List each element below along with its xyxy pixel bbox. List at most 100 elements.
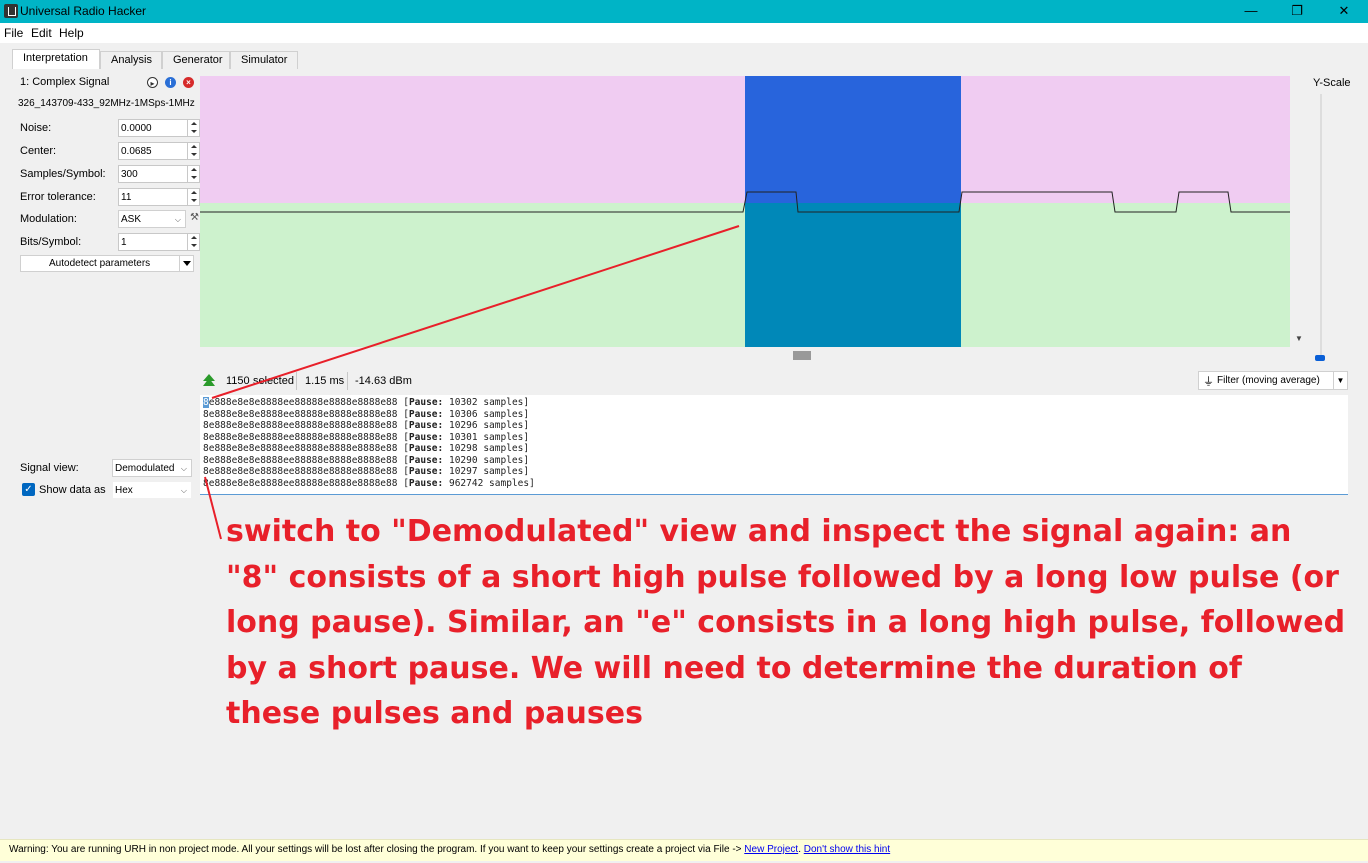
noise-label: Noise: bbox=[20, 122, 52, 134]
tab-generator[interactable]: Generator bbox=[162, 51, 230, 69]
window-title: Universal Radio Hacker bbox=[20, 4, 147, 18]
selection-status-bar: 1150 selected 1.15 ms -14.63 dBm ⏚ Filte… bbox=[200, 370, 1348, 392]
show-data-checkbox[interactable]: ✓ bbox=[22, 483, 35, 496]
noise-stepper[interactable] bbox=[187, 120, 199, 136]
signal-view-row: Signal view: Demodulated ⌵ bbox=[20, 459, 198, 477]
filter-icon: ⏚ bbox=[1203, 376, 1214, 388]
hex-line[interactable]: 8e888e8e8e8888ee88888e8888e8888e88 [Paus… bbox=[203, 431, 530, 443]
modulation-select[interactable]: ASK ⌵ bbox=[118, 210, 186, 228]
modulation-value: ASK bbox=[121, 214, 142, 225]
y-scale-slider-handle[interactable] bbox=[1315, 355, 1325, 361]
hex-line[interactable]: 8e888e8e8e8888ee88888e8888e8888e88 [Paus… bbox=[203, 477, 535, 489]
pause-samples-value: 10296 bbox=[448, 420, 478, 431]
filter-dropdown-icon[interactable]: ▼ bbox=[1333, 372, 1347, 389]
menu-edit[interactable]: Edit bbox=[31, 26, 52, 40]
noise-value: 0.0000 bbox=[121, 123, 152, 134]
info-icon[interactable]: i bbox=[165, 77, 176, 88]
bits-per-symbol-spinbox[interactable]: 1 bbox=[118, 233, 200, 251]
error-tolerance-value: 11 bbox=[121, 192, 132, 203]
y-scale-slider-track[interactable] bbox=[1320, 94, 1322, 358]
text-cursor: 8 bbox=[203, 397, 209, 408]
new-project-link[interactable]: New Project bbox=[744, 844, 799, 855]
chevron-down-icon: ⌵ bbox=[180, 486, 187, 495]
pause-samples-value: 10298 bbox=[448, 443, 478, 454]
hex-line[interactable]: 8e888e8e8e8888ee88888e8888e8888e88 [Paus… bbox=[203, 466, 530, 477]
pause-samples-value: 10306 bbox=[448, 408, 478, 420]
samples-per-symbol-row: Samples/Symbol: 300 bbox=[20, 165, 200, 183]
show-data-as-select[interactable]: Hex ⌵ bbox=[112, 481, 192, 499]
menu-file[interactable]: File bbox=[4, 26, 24, 40]
samples-label: samples bbox=[489, 477, 530, 489]
menu-bar: File Edit Help bbox=[0, 23, 1368, 43]
tree-icon bbox=[202, 373, 216, 387]
demodulated-waveform bbox=[200, 191, 1290, 213]
tab-simulator[interactable]: Simulator bbox=[230, 51, 298, 69]
hex-data: 8e888e8e8e8888ee88888e8888e8888e88 bbox=[203, 466, 398, 477]
wrench-icon[interactable]: ⚒ bbox=[190, 212, 199, 223]
bits-per-symbol-stepper[interactable] bbox=[187, 234, 199, 250]
hex-data: 8e888e8e8e8888ee88888e8888e8888e88 bbox=[203, 420, 398, 431]
hex-line[interactable]: 8e888e8e8e8888ee88888e8888e8888e88 [Paus… bbox=[203, 443, 530, 454]
horizontal-scroll-handle[interactable] bbox=[793, 351, 811, 360]
minimize-button[interactable]: — bbox=[1244, 3, 1258, 18]
samples-label: samples bbox=[483, 397, 524, 408]
hex-line[interactable]: 8e888e8e8e8888ee88888e8888e8888e88 [Paus… bbox=[203, 397, 530, 408]
divider bbox=[296, 372, 297, 390]
tab-interpretation[interactable]: Interpretation bbox=[12, 49, 100, 69]
center-stepper[interactable] bbox=[187, 143, 199, 159]
error-tolerance-spinbox[interactable]: 11 bbox=[118, 188, 200, 206]
divider bbox=[347, 372, 348, 390]
signal-view-select[interactable]: Demodulated ⌵ bbox=[112, 459, 192, 477]
filter-button[interactable]: ⏚ Filter (moving average) ▼ bbox=[1198, 371, 1348, 390]
close-signal-icon[interactable]: × bbox=[183, 77, 194, 88]
close-button[interactable]: ✕ bbox=[1338, 3, 1350, 18]
hex-line[interactable]: 8e888e8e8e8888ee88888e8888e8888e88 [Paus… bbox=[203, 420, 530, 431]
warning-separator: . bbox=[798, 844, 804, 855]
pause-label: Pause: bbox=[408, 420, 444, 431]
pause-label: Pause: bbox=[408, 431, 444, 443]
dropdown-arrow-icon[interactable] bbox=[179, 256, 193, 271]
show-data-as-value: Hex bbox=[115, 485, 133, 496]
samples-per-symbol-label: Samples/Symbol: bbox=[20, 168, 106, 180]
y-scale-label: Y-Scale bbox=[1313, 77, 1351, 89]
samples-per-symbol-spinbox[interactable]: 300 bbox=[118, 165, 200, 183]
demodulated-signal-graph[interactable] bbox=[200, 76, 1290, 347]
tab-analysis[interactable]: Analysis bbox=[100, 51, 162, 69]
samples-label: samples bbox=[483, 408, 524, 420]
dont-show-hint-link[interactable]: Don't show this hint bbox=[803, 844, 891, 855]
pause-label: Pause: bbox=[408, 397, 444, 408]
bits-per-symbol-value: 1 bbox=[121, 237, 127, 248]
signal-filename: 326_143709-433_92MHz-1MSps-1MHz bbox=[18, 98, 195, 109]
demodulated-data-view[interactable]: 8e888e8e8e8888ee88888e8888e8888e88 [Paus… bbox=[200, 395, 1348, 495]
non-project-warning-bar: Warning: You are running URH in non proj… bbox=[0, 839, 1368, 861]
urh-app-icon bbox=[4, 4, 18, 18]
center-spinbox[interactable]: 0.0685 bbox=[118, 142, 200, 160]
menu-help[interactable]: Help bbox=[59, 26, 84, 40]
autodetect-parameters-button[interactable]: Autodetect parameters bbox=[20, 255, 194, 272]
signal-view-label: Signal view: bbox=[20, 462, 79, 474]
maximize-button[interactable]: ❐ bbox=[1291, 3, 1303, 18]
hex-data: 8e888e8e8e8888ee88888e8888e8888e88 bbox=[203, 431, 398, 443]
hex-line[interactable]: 8e888e8e8e8888ee88888e8888e8888e88 [Paus… bbox=[203, 454, 530, 466]
signal-name[interactable]: 1: Complex Signal bbox=[20, 76, 110, 88]
scroll-down-icon[interactable]: ▼ bbox=[1295, 334, 1303, 343]
samples-label: samples bbox=[483, 431, 524, 443]
autodetect-label: Autodetect parameters bbox=[49, 258, 151, 269]
samples-per-symbol-stepper[interactable] bbox=[187, 166, 199, 182]
noise-spinbox[interactable]: 0.0000 bbox=[118, 119, 200, 137]
hex-line[interactable]: 8e888e8e8e8888ee88888e8888e8888e88 [Paus… bbox=[203, 408, 530, 420]
hex-data: 8e888e8e8e8888ee88888e8888e8888e88 bbox=[203, 454, 398, 466]
hex-data: 8e888e8e8e8888ee88888e8888e8888e88 bbox=[203, 408, 398, 420]
replay-icon[interactable]: ▸ bbox=[147, 77, 158, 88]
selected-count: 1150 bbox=[226, 375, 250, 387]
selected-suffix: selected bbox=[253, 375, 294, 387]
bits-per-symbol-row: Bits/Symbol: 1 bbox=[20, 233, 200, 251]
selection-lower-region[interactable] bbox=[745, 203, 961, 347]
pause-label: Pause: bbox=[408, 466, 444, 477]
signal-parameters-panel: 1: Complex Signal ▸ i × 326_143709-433_9… bbox=[12, 68, 200, 840]
error-tolerance-stepper[interactable] bbox=[187, 189, 199, 205]
title-bar: Universal Radio Hacker — ❐ ✕ bbox=[0, 0, 1368, 23]
selection-duration: 1.15 ms bbox=[305, 375, 345, 387]
modulation-row: Modulation: ASK ⌵ ⚒ bbox=[20, 210, 199, 228]
selection-upper-region[interactable] bbox=[745, 76, 961, 203]
